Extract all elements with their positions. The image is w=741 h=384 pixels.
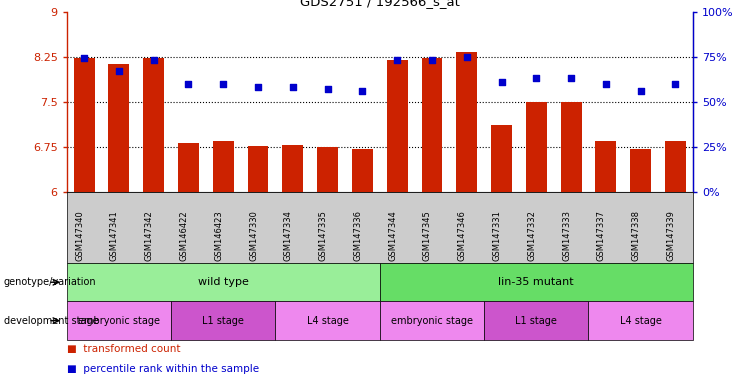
Text: GSM147332: GSM147332: [528, 210, 536, 261]
Point: [147, 57, 159, 63]
Text: GSM147338: GSM147338: [631, 210, 641, 261]
Bar: [387, 60, 408, 192]
Point: [287, 84, 299, 90]
Text: GSM147334: GSM147334: [284, 210, 293, 261]
Text: genotype/variation: genotype/variation: [4, 277, 96, 287]
Point: [78, 55, 90, 61]
Text: GSM147335: GSM147335: [319, 210, 328, 261]
Point: [600, 81, 612, 87]
Bar: [108, 65, 129, 192]
Text: GSM146422: GSM146422: [179, 210, 188, 261]
Point: [461, 53, 473, 60]
Text: GSM147330: GSM147330: [249, 210, 258, 261]
Point: [217, 81, 229, 87]
Text: GSM147333: GSM147333: [562, 210, 571, 261]
Point: [496, 79, 508, 85]
Bar: [143, 58, 164, 192]
Bar: [596, 141, 617, 192]
Text: GSM147340: GSM147340: [75, 210, 84, 261]
Bar: [317, 147, 338, 192]
Text: GDS2751 / 192566_s_at: GDS2751 / 192566_s_at: [300, 0, 459, 8]
Bar: [665, 141, 686, 192]
Point: [252, 84, 264, 90]
Text: embryonic stage: embryonic stage: [78, 316, 160, 326]
Point: [356, 88, 368, 94]
Text: GSM147342: GSM147342: [144, 210, 153, 261]
Text: ■  transformed count: ■ transformed count: [67, 344, 180, 354]
Text: ■  percentile rank within the sample: ■ percentile rank within the sample: [67, 364, 259, 374]
Bar: [561, 102, 582, 192]
Text: L4 stage: L4 stage: [619, 316, 662, 326]
Bar: [213, 141, 233, 192]
Point: [426, 57, 438, 63]
Bar: [456, 53, 477, 192]
Text: GSM147346: GSM147346: [458, 210, 467, 261]
Bar: [178, 143, 199, 192]
Text: GSM147341: GSM147341: [110, 210, 119, 261]
Text: lin-35 mutant: lin-35 mutant: [499, 277, 574, 287]
Point: [391, 57, 403, 63]
Bar: [282, 145, 303, 192]
Text: GSM147339: GSM147339: [666, 210, 676, 261]
Text: L4 stage: L4 stage: [307, 316, 348, 326]
Text: GSM147337: GSM147337: [597, 210, 606, 261]
Text: L1 stage: L1 stage: [202, 316, 245, 326]
Point: [670, 81, 682, 87]
Bar: [491, 125, 512, 192]
Point: [113, 68, 124, 74]
Bar: [73, 58, 95, 192]
Text: wild type: wild type: [198, 277, 249, 287]
Bar: [247, 146, 268, 192]
Point: [182, 81, 194, 87]
Text: GSM147331: GSM147331: [493, 210, 502, 261]
Text: GSM147345: GSM147345: [423, 210, 432, 261]
Point: [635, 88, 647, 94]
Text: embryonic stage: embryonic stage: [391, 316, 473, 326]
Bar: [526, 102, 547, 192]
Point: [531, 75, 542, 81]
Bar: [422, 58, 442, 192]
Bar: [630, 149, 651, 192]
Text: development stage: development stage: [4, 316, 99, 326]
Text: GSM147336: GSM147336: [353, 210, 362, 261]
Point: [565, 75, 577, 81]
Text: L1 stage: L1 stage: [515, 316, 557, 326]
Point: [322, 86, 333, 92]
Bar: [352, 149, 373, 192]
Text: GSM147344: GSM147344: [388, 210, 397, 261]
Text: GSM146423: GSM146423: [214, 210, 223, 261]
